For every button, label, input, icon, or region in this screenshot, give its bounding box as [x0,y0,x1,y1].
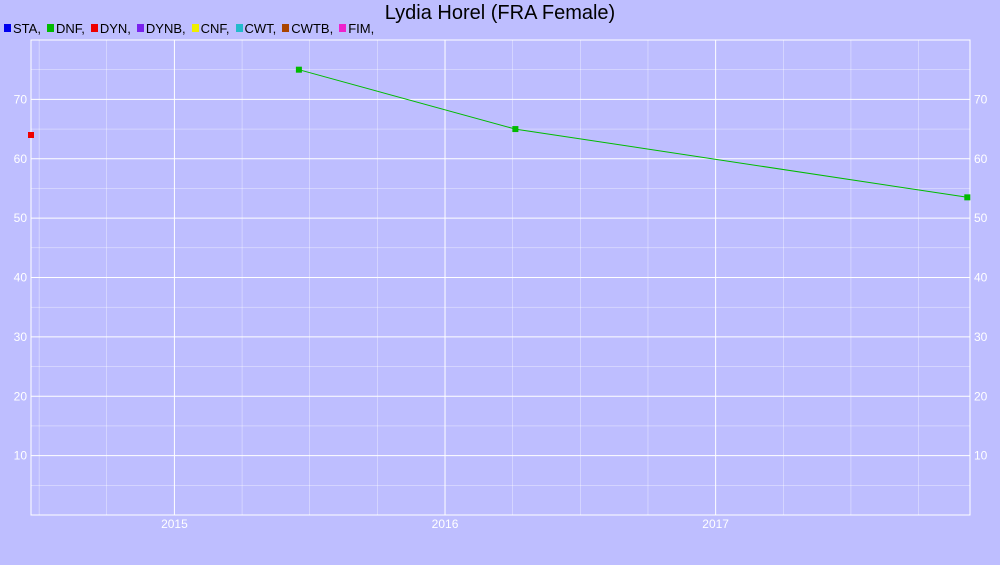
series-line-dnf [298,69,968,198]
legend-label: DYN, [99,20,131,36]
legend-item-cnf: CNF, [191,20,230,36]
legend-item-dnf: DNF, [46,20,85,36]
legend-swatch [46,24,54,32]
legend-swatch [136,24,144,32]
y-tick-label-left: 10 [14,449,28,463]
y-tick-label-right: 10 [974,449,988,463]
y-tick-label-left: 70 [14,92,28,106]
y-tick-label-right: 20 [974,389,988,403]
legend-item-dynb: DYNB, [136,20,186,36]
y-tick-label-right: 40 [974,271,988,285]
legend-swatch [339,24,347,32]
y-tick-label-left: 30 [14,330,28,344]
legend-label: CWTB, [291,20,334,36]
legend-item-cwtb: CWTB, [282,21,333,36]
legend-swatch [282,24,290,32]
y-tick-label-left: 50 [14,211,28,225]
legend-label: DYNB, [145,20,186,36]
legend-swatch [235,24,243,32]
y-tick-label-left: 60 [14,152,28,166]
y-tick-label-right: 50 [974,211,988,225]
chart-title: Lydia Horel (FRA Female) [384,2,616,24]
data-point-dnf [964,194,971,201]
data-point-dnf [295,66,302,73]
y-tick-label-right: 30 [974,330,988,344]
data-point-dyn [28,132,34,138]
x-tick-label: 2016 [432,517,459,531]
legend-item-cwt: CWT, [235,20,277,36]
legend-swatch [90,24,98,32]
legend-swatch [4,24,11,32]
legend-label: DNF, [55,20,85,36]
legend-item-fim: FIM, [339,21,374,36]
legend-label: FIM, [348,20,375,36]
legend: STA, DNF, DYN, DYNB, CNF, CWT, CWTB, FIM, [4,20,380,36]
legend-item-sta: STA, [4,21,41,36]
x-tick-label: 2015 [161,517,188,531]
legend-label: STA, [13,20,41,36]
legend-label: CNF, [200,20,230,36]
x-tick-label: 2017 [702,517,729,531]
legend-label: CWT, [244,20,277,36]
legend-swatch [191,24,199,32]
y-tick-label-right: 60 [974,152,988,166]
y-tick-label-left: 20 [14,389,28,403]
y-tick-label-right: 70 [974,92,988,106]
y-tick-label-left: 40 [14,271,28,285]
legend-item-dyn: DYN, [90,20,131,36]
data-point-dnf [512,126,519,133]
